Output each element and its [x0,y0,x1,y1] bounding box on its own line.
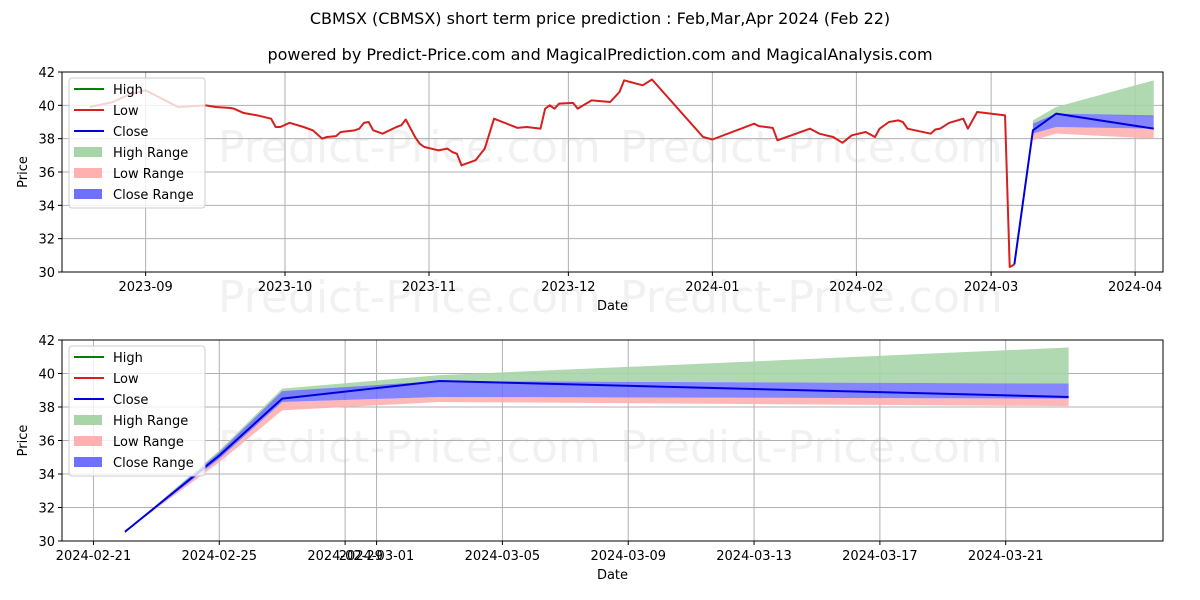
x-tick-label: 2024-03-01 [339,549,415,564]
x-tick-label: 2024-02-21 [56,549,132,564]
legend-label: High [113,351,143,366]
legend-label: Close Range [113,188,194,203]
close-line [124,380,1069,533]
x-tick-label: 2023-12 [541,280,595,295]
legend-swatch [74,457,102,467]
legend-label: Close [113,125,148,140]
x-tick-label: 2023-09 [118,280,172,295]
y-tick-label: 36 [38,435,55,450]
watermark-text: Predict-Price.com [620,422,1003,473]
x-tick-label: 2024-03-13 [716,549,792,564]
legend-swatch [74,189,102,199]
x-axis-label: Date [597,299,628,314]
y-tick-label: 34 [38,468,55,483]
low-historical--line [89,78,1015,268]
watermark-text: Predict-Price.com [218,272,601,323]
legend-label: High Range [113,146,188,161]
y-tick-label: 32 [38,233,55,248]
bottom-forecast-chart: Predict-Price.com Predict-Price.com 30 32 34… [16,334,1164,583]
top-price-chart: Predict-Price.com Predict-Price.com Predic… [16,66,1164,323]
y-tick-label: 32 [38,502,55,517]
legend-label: High Range [113,414,188,429]
y-tick-label: 38 [38,401,55,416]
legend-label: Close Range [113,456,194,471]
legend-label: High [113,83,143,98]
high-range-band [1032,80,1154,131]
x-tick-label: 2024-02-29 [307,549,383,564]
high-range-band [124,347,1069,532]
x-tick-label: 2023-10 [258,280,312,295]
legend-label: Low Range [113,167,184,182]
legend-label: Low Range [113,435,184,450]
watermark-text: Predict-Price.com [218,422,601,473]
chart-title: CBMSX (CBMSX) short term price predictio… [309,9,891,28]
y-tick-label: 42 [38,334,55,349]
close-range-band [124,381,1069,532]
legend-swatch [74,436,102,446]
x-tick-label: 2024-03-05 [465,549,541,564]
x-tick-label: 2024-02-25 [182,549,258,564]
legend-swatch [74,147,102,157]
close-range-band [1032,113,1154,134]
x-tick-label: 2024-01 [685,280,739,295]
y-tick-label: 40 [38,99,55,114]
y-tick-label: 30 [38,266,55,281]
chart-subtitle: powered by Predict-Price.com and Magical… [267,45,933,64]
low-range-band [1032,127,1154,141]
x-tick-label: 2023-11 [402,280,456,295]
watermark-text: Predict-Price.com [218,122,601,173]
x-tick-label: 2024-03-17 [842,549,918,564]
y-tick-label: 30 [38,535,55,550]
x-tick-label: 2024-03 [964,280,1018,295]
legend-label: Low [113,104,139,119]
y-tick-label: 34 [38,199,55,214]
y-axis-label: Price [16,425,31,457]
legend-swatch [74,415,102,425]
legend: High Low Close High Range Low Range Close Ran… [68,345,206,477]
y-tick-label: 36 [38,166,55,181]
legend-swatch [74,168,102,178]
x-tick-label: 2024-03-21 [968,549,1044,564]
x-tick-label: 2024-03-09 [590,549,666,564]
x-tick-label: 2024-04 [1108,280,1162,295]
watermark-text: Predict-Price.com [620,272,1003,323]
close-forecast--line [1013,112,1154,265]
x-axis-label: Date [597,568,628,583]
legend: High Low Close High Range Low Range Close Ran… [68,77,206,209]
y-axis-label: Price [16,156,31,188]
x-tick-label: 2024-02 [829,280,883,295]
y-tick-label: 38 [38,133,55,148]
legend-label: Low [113,372,139,387]
legend-label: Close [113,393,148,408]
y-tick-label: 40 [38,368,55,383]
y-tick-label: 42 [38,66,55,81]
